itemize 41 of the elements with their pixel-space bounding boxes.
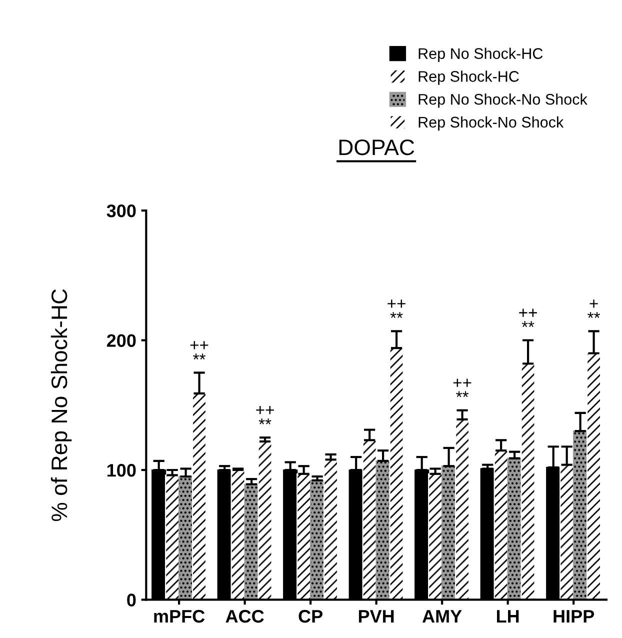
data-label: ++ ** [519, 308, 537, 328]
bar [560, 464, 574, 600]
bar [586, 352, 602, 600]
x-tick-label: mPFC [154, 610, 205, 623]
x-tick-label: PVH [358, 610, 394, 623]
x-tick-label: AMY [422, 610, 462, 623]
bar [428, 473, 443, 600]
legend-label: Rep No Shock-HC [418, 48, 543, 62]
y-tick-label: 300 [106, 204, 136, 218]
bar [178, 476, 194, 600]
x-tick-label: ACC [226, 610, 264, 623]
bar [494, 450, 508, 600]
chart-title: DOPAC [339, 139, 414, 156]
x-tick-label: HIPP [554, 610, 594, 623]
bar [258, 440, 272, 600]
bar [192, 392, 207, 600]
legend-label: Rep Shock-No Shock [418, 116, 564, 131]
data-label: ++ ** [453, 378, 472, 398]
data-label: ++ ** [190, 341, 208, 360]
data-label: ++ ** [256, 406, 274, 424]
bar [323, 459, 338, 600]
bar [310, 480, 325, 600]
x-tick-label: LH [496, 610, 519, 623]
y-axis-title: % of Rep No Shock-HC [50, 289, 72, 522]
bar [442, 466, 456, 600]
bar [520, 363, 536, 600]
bar [573, 430, 588, 600]
legend-label: Rep Shock-HC [418, 70, 519, 85]
y-tick-label: 0 [127, 594, 136, 606]
legend-label: Rep No Shock-No Shock [418, 94, 588, 108]
x-tick-label: CP [298, 610, 322, 623]
data-label: ++ ** [388, 300, 406, 318]
bar [454, 418, 470, 600]
bar [244, 484, 259, 600]
bar [389, 347, 404, 600]
bar [362, 440, 377, 600]
data-label: + ** [588, 300, 600, 318]
bar [296, 473, 312, 600]
y-tick-label: 200 [106, 334, 136, 347]
bar [165, 474, 180, 600]
y-tick-label: 100 [107, 464, 136, 477]
